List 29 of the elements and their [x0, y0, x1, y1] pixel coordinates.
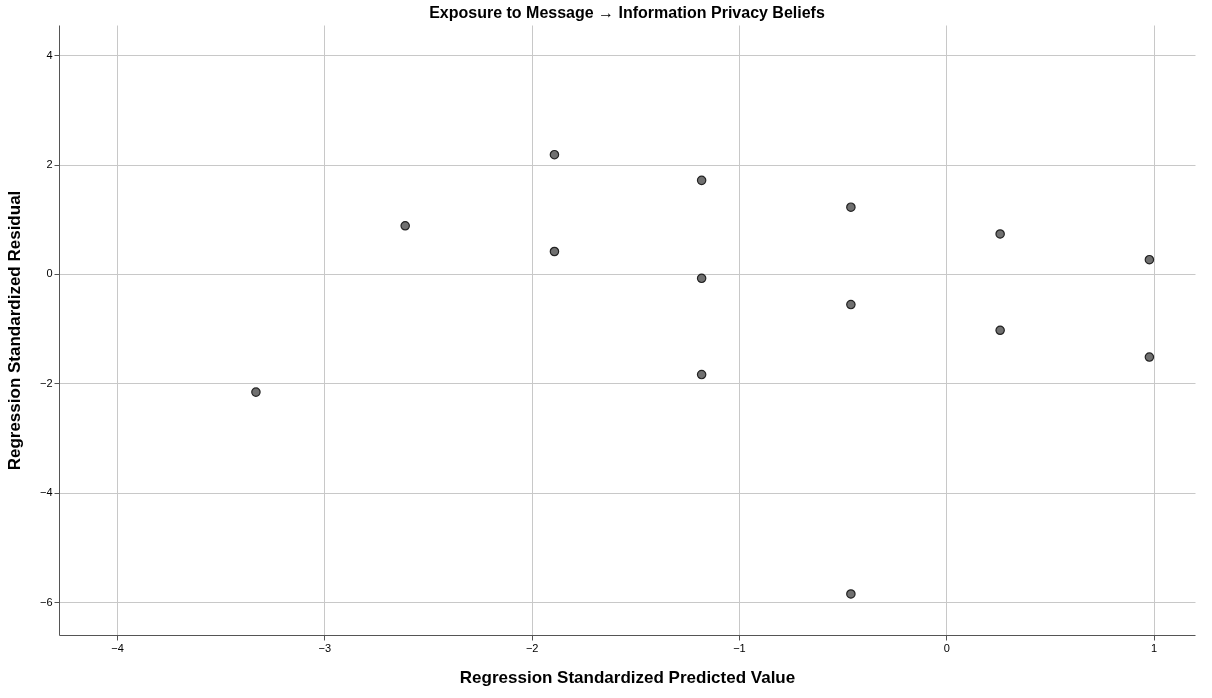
point: [846, 589, 856, 599]
y-tick-label: −2: [39, 376, 53, 389]
chart-title: Exposure to Message → Information Privacy Beliefs: [429, 4, 825, 21]
x-tick-label: −4: [111, 641, 124, 654]
point: [696, 175, 707, 186]
point: [1144, 352, 1155, 362]
point: [549, 246, 560, 257]
y-tick-label: −6: [39, 595, 53, 608]
point: [846, 202, 856, 212]
y-axis-title: Regression Standardized Residual: [4, 190, 24, 471]
point: [549, 149, 560, 160]
x-tick-label: −2: [525, 641, 539, 654]
point: [400, 221, 410, 231]
point: [696, 273, 707, 284]
x-tick-label: −1: [733, 641, 746, 654]
x-axis-title: Regression Standardized Predicted Value: [459, 667, 796, 687]
point: [696, 369, 707, 380]
x-tick-label: 1: [1150, 641, 1158, 654]
x-tick-label: −3: [318, 641, 332, 654]
point: [846, 299, 856, 310]
y-tick-label: 4: [46, 48, 53, 61]
y-tick-label: −4: [39, 486, 53, 499]
x-tick-label: 0: [943, 641, 950, 654]
y-tick-label: 2: [46, 158, 53, 171]
y-tick-label: 0: [46, 267, 53, 280]
point: [995, 229, 1005, 239]
point: [995, 325, 1005, 336]
point: [1144, 254, 1155, 265]
point: [251, 387, 261, 397]
